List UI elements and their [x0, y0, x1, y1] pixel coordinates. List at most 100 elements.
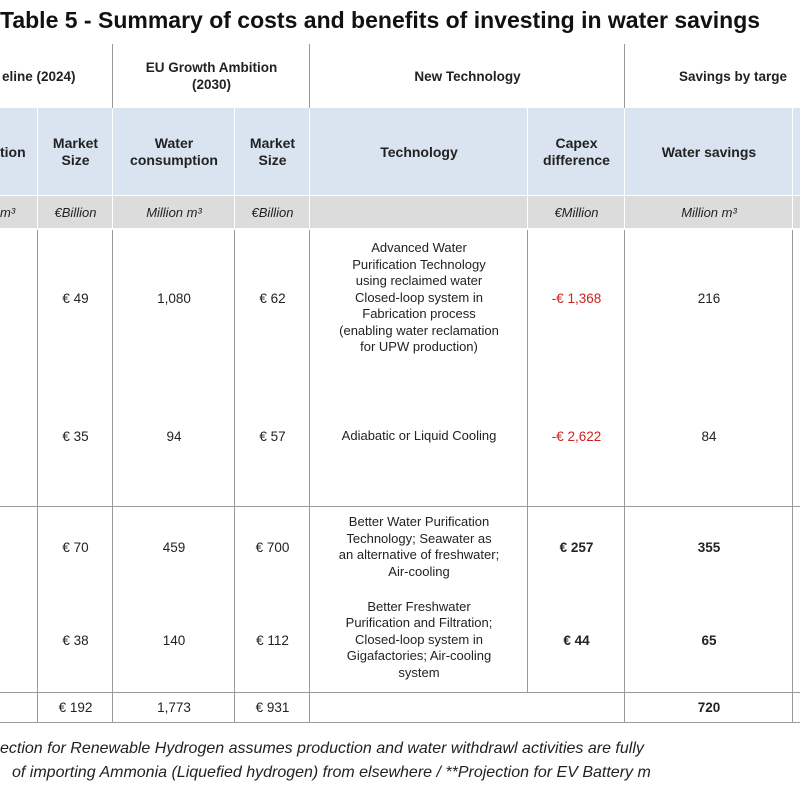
grid-line [234, 108, 235, 228]
grid-line [112, 230, 113, 722]
total-water-2030: 1,773 [157, 699, 191, 715]
cell-water-2030: 1,080 [157, 290, 191, 306]
total-water-savings: 720 [697, 699, 721, 715]
group-header-new-technology: New Technology [310, 44, 625, 108]
column-header-capex-difference-line2: difference [543, 152, 610, 168]
technology-line: Adiabatic or Liquid Cooling [341, 427, 497, 443]
cell-market-2024: € 49 [62, 290, 89, 306]
group-header-eu-growth-line2: (2030) [191, 77, 232, 92]
group-header-eu-growth: EU Growth Ambition (2030) [113, 44, 310, 108]
unit-market-size-2030: €Billion [235, 196, 310, 228]
column-header-technology-label: Technology [380, 143, 458, 160]
technology-line: Closed-loop system in [355, 631, 483, 647]
cell-water-savings: 355 [697, 539, 721, 555]
grid-line [792, 230, 793, 722]
technology-line: Better Water Purification [348, 514, 490, 529]
technology-line: Purification and Filtration; [345, 615, 493, 631]
grid-line [792, 108, 793, 228]
technology-line: Purification Technology [352, 256, 486, 272]
technology-line: for UPW production) [360, 339, 478, 355]
footnote: ection for Renewable Hydrogen assumes pr… [0, 737, 800, 797]
total-market-2030: € 931 [255, 699, 290, 715]
grid-line [309, 44, 310, 108]
cell-capex: -€ 1,368 [551, 290, 602, 306]
group-header-new-technology-label: New Technology [414, 68, 521, 84]
unit-technology [310, 196, 528, 228]
column-header-water-consumption-line2: consumption [130, 152, 218, 168]
column-header-market-size-2030: Market Size [235, 108, 310, 196]
group-header-savings-label: Savings by targe [679, 68, 788, 84]
footnote-line-2: of importing Ammonia (Liquefied hydrogen… [12, 764, 651, 781]
grid-line [309, 108, 310, 228]
grid-line [624, 108, 625, 228]
grid-line [0, 692, 800, 693]
grid-line [112, 44, 113, 108]
group-header-baseline: eline (2024) [0, 44, 113, 108]
technology-line: Gigafactories; Air-cooling [346, 648, 492, 664]
column-header-water-consumption: Water consumption [113, 108, 235, 196]
unit-market-size-2024: €Billion [38, 196, 113, 228]
footnote-line-1: ection for Renewable Hydrogen assumes pr… [0, 740, 644, 757]
column-header-technology: Technology [310, 108, 528, 196]
technology-line: Better Freshwater [367, 598, 471, 614]
unit-market-size-2024-label: €Billion [54, 204, 97, 220]
cell-market-2030: € 700 [255, 539, 290, 555]
table-header: eline (2024) EU Growth Ambition (2030) N… [0, 44, 800, 230]
cell-water-2030: 459 [162, 539, 186, 555]
grid-line [112, 108, 113, 228]
technology-line: using reclaimed water [355, 273, 483, 289]
grid-line [527, 108, 528, 228]
cell-capex: € 257 [559, 539, 594, 555]
unit-capex-difference: €Million [528, 196, 625, 228]
column-header-consumption-label: tion [0, 143, 26, 160]
grid-line [37, 230, 38, 722]
grid-line [624, 230, 625, 722]
grid-line [0, 195, 800, 196]
cell-market-2024: € 70 [62, 539, 89, 555]
technology-line: an alternative of freshwater; [338, 547, 500, 562]
technology-line: Closed-loop system in [355, 289, 483, 305]
grid-line [37, 108, 38, 228]
grid-line [0, 722, 800, 723]
unit-consumption-label: m³ [0, 204, 16, 220]
cell-water-2030: 140 [162, 632, 186, 648]
cell-technology: Adiabatic or Liquid Cooling [310, 366, 528, 506]
unit-water-consumption: Million m³ [113, 196, 235, 228]
cell-capex: -€ 2,622 [551, 428, 602, 444]
group-header-savings: Savings by targe [625, 44, 800, 108]
group-header-baseline-label: eline (2024) [2, 68, 76, 84]
grid-line [624, 44, 625, 108]
technology-line: Technology; Seawater as [346, 530, 492, 546]
cell-technology: Advanced Water Purification Technology u… [310, 230, 528, 366]
table-body: € 49 1,080 € 62 Advanced Water Purificat… [0, 230, 800, 725]
group-header-eu-growth-line1: EU Growth Ambition [145, 60, 278, 75]
cell-market-2030: € 112 [256, 632, 289, 648]
technology-line: Advanced Water [371, 240, 467, 256]
column-header-market-size-2024-line1: Market [52, 135, 99, 151]
column-header-cut-off [793, 108, 800, 196]
cell-capex: € 44 [563, 632, 590, 648]
cell-water-savings: 216 [697, 290, 721, 306]
column-header-consumption: tion [0, 108, 38, 196]
column-header-water-savings: Water savings [625, 108, 793, 196]
cell-technology: Better Freshwater Purification and Filtr… [310, 588, 528, 692]
technology-line: Fabrication process [362, 306, 476, 322]
grid-line [309, 230, 310, 722]
unit-capex-difference-label: €Million [554, 204, 599, 220]
technology-line: Air-cooling [388, 563, 450, 579]
column-header-market-size-2030-line2: Size [258, 152, 287, 168]
cell-water-savings: 84 [701, 428, 717, 444]
grid-line [527, 230, 528, 692]
unit-water-savings-label: Million m³ [681, 204, 737, 220]
cell-market-2024: € 38 [62, 632, 89, 648]
cell-market-2030: € 57 [259, 428, 286, 444]
grid-line [0, 506, 800, 507]
column-header-market-size-2030-line1: Market [249, 135, 296, 151]
column-header-market-size-2024: Market Size [38, 108, 113, 196]
cell-water-2030: 94 [166, 428, 182, 444]
column-header-water-consumption-line1: Water [154, 135, 194, 151]
unit-market-size-2030-label: €Billion [251, 204, 294, 220]
column-header-capex-difference-line1: Capex [555, 135, 598, 151]
column-header-capex-difference: Capex difference [528, 108, 625, 196]
unit-consumption: m³ [0, 196, 38, 228]
